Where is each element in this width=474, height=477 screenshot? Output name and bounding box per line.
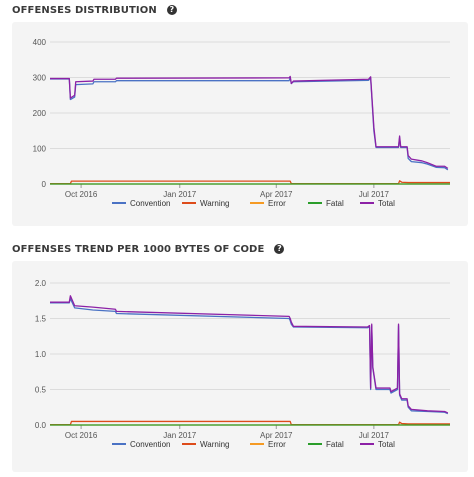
x-tick-label: Jul 2017	[359, 431, 390, 440]
chart-1-title: OFFENSES DISTRIBUTION	[12, 4, 157, 16]
y-tick-label: 0.0	[35, 421, 47, 430]
series-line-convention	[50, 77, 449, 171]
series-line-warning	[50, 180, 450, 185]
legend-label: Warning	[200, 440, 230, 449]
y-tick-label: 0.5	[35, 386, 47, 395]
y-tick-label: 2.0	[35, 279, 47, 288]
legend-item-fatal[interactable]: Fatal	[308, 440, 344, 449]
legend-label: Total	[378, 440, 395, 449]
chart-2-panel: 0.0 0.5 1.0 1.5 2.0 Oct 2016 Jan 2017 Apr 2017 J…	[12, 261, 468, 472]
legend-label: Error	[268, 440, 286, 449]
legend-label: Error	[268, 199, 286, 208]
legend-label: Convention	[130, 440, 170, 449]
chart-1-header: OFFENSES DISTRIBUTION ?	[12, 2, 177, 18]
y-tick-label: 300	[33, 74, 47, 83]
legend-item-convention[interactable]: Convention	[112, 440, 170, 449]
x-tick-label: Jan 2017	[163, 431, 196, 440]
legend-item-warning[interactable]: Warning	[182, 199, 230, 208]
offenses-trend-chart: 0.0 0.5 1.0 1.5 2.0 Oct 2016 Jan 2017 Apr 2017 J…	[35, 279, 450, 449]
chart-1-panel: 0 100 200 300 400 Oct 2016 Jan 2017 Apr 2017 Jul…	[12, 22, 468, 226]
legend-label: Convention	[130, 199, 170, 208]
help-icon[interactable]: ?	[274, 244, 285, 254]
legend-item-error[interactable]: Error	[250, 199, 286, 208]
chart-2-header: OFFENSES TREND PER 1000 BYTES OF CODE ?	[12, 241, 285, 257]
legend-label: Warning	[200, 199, 230, 208]
series-line-convention	[50, 297, 449, 415]
x-tick-label: Oct 2016	[65, 431, 98, 440]
legend-item-warning[interactable]: Warning	[182, 440, 230, 449]
y-tick-label: 400	[33, 38, 47, 47]
legend-label: Fatal	[326, 440, 344, 449]
legend-label: Total	[378, 199, 395, 208]
series-line-warning	[50, 420, 450, 426]
legend-item-convention[interactable]: Convention	[112, 199, 170, 208]
series-line-total	[50, 295, 449, 414]
chart-2-title: OFFENSES TREND PER 1000 BYTES OF CODE	[12, 243, 265, 255]
series-line-total	[50, 75, 449, 169]
y-tick-label: 1.0	[35, 350, 47, 359]
y-tick-label: 200	[33, 109, 47, 118]
x-tick-label: Jul 2017	[359, 190, 390, 199]
legend-item-fatal[interactable]: Fatal	[308, 199, 344, 208]
legend-item-total[interactable]: Total	[360, 440, 395, 449]
y-tick-label: 0	[42, 180, 47, 189]
x-tick-label: Apr 2017	[260, 431, 293, 440]
x-tick-label: Apr 2017	[260, 190, 293, 199]
y-tick-label: 1.5	[35, 315, 47, 324]
x-tick-label: Jan 2017	[163, 190, 196, 199]
legend-item-total[interactable]: Total	[360, 199, 395, 208]
y-tick-label: 100	[33, 145, 47, 154]
offenses-distribution-chart: 0 100 200 300 400 Oct 2016 Jan 2017 Apr 2017 Jul…	[33, 38, 450, 208]
help-icon[interactable]: ?	[166, 5, 177, 15]
legend-item-error[interactable]: Error	[250, 440, 286, 449]
x-tick-label: Oct 2016	[65, 190, 98, 199]
legend-label: Fatal	[326, 199, 344, 208]
